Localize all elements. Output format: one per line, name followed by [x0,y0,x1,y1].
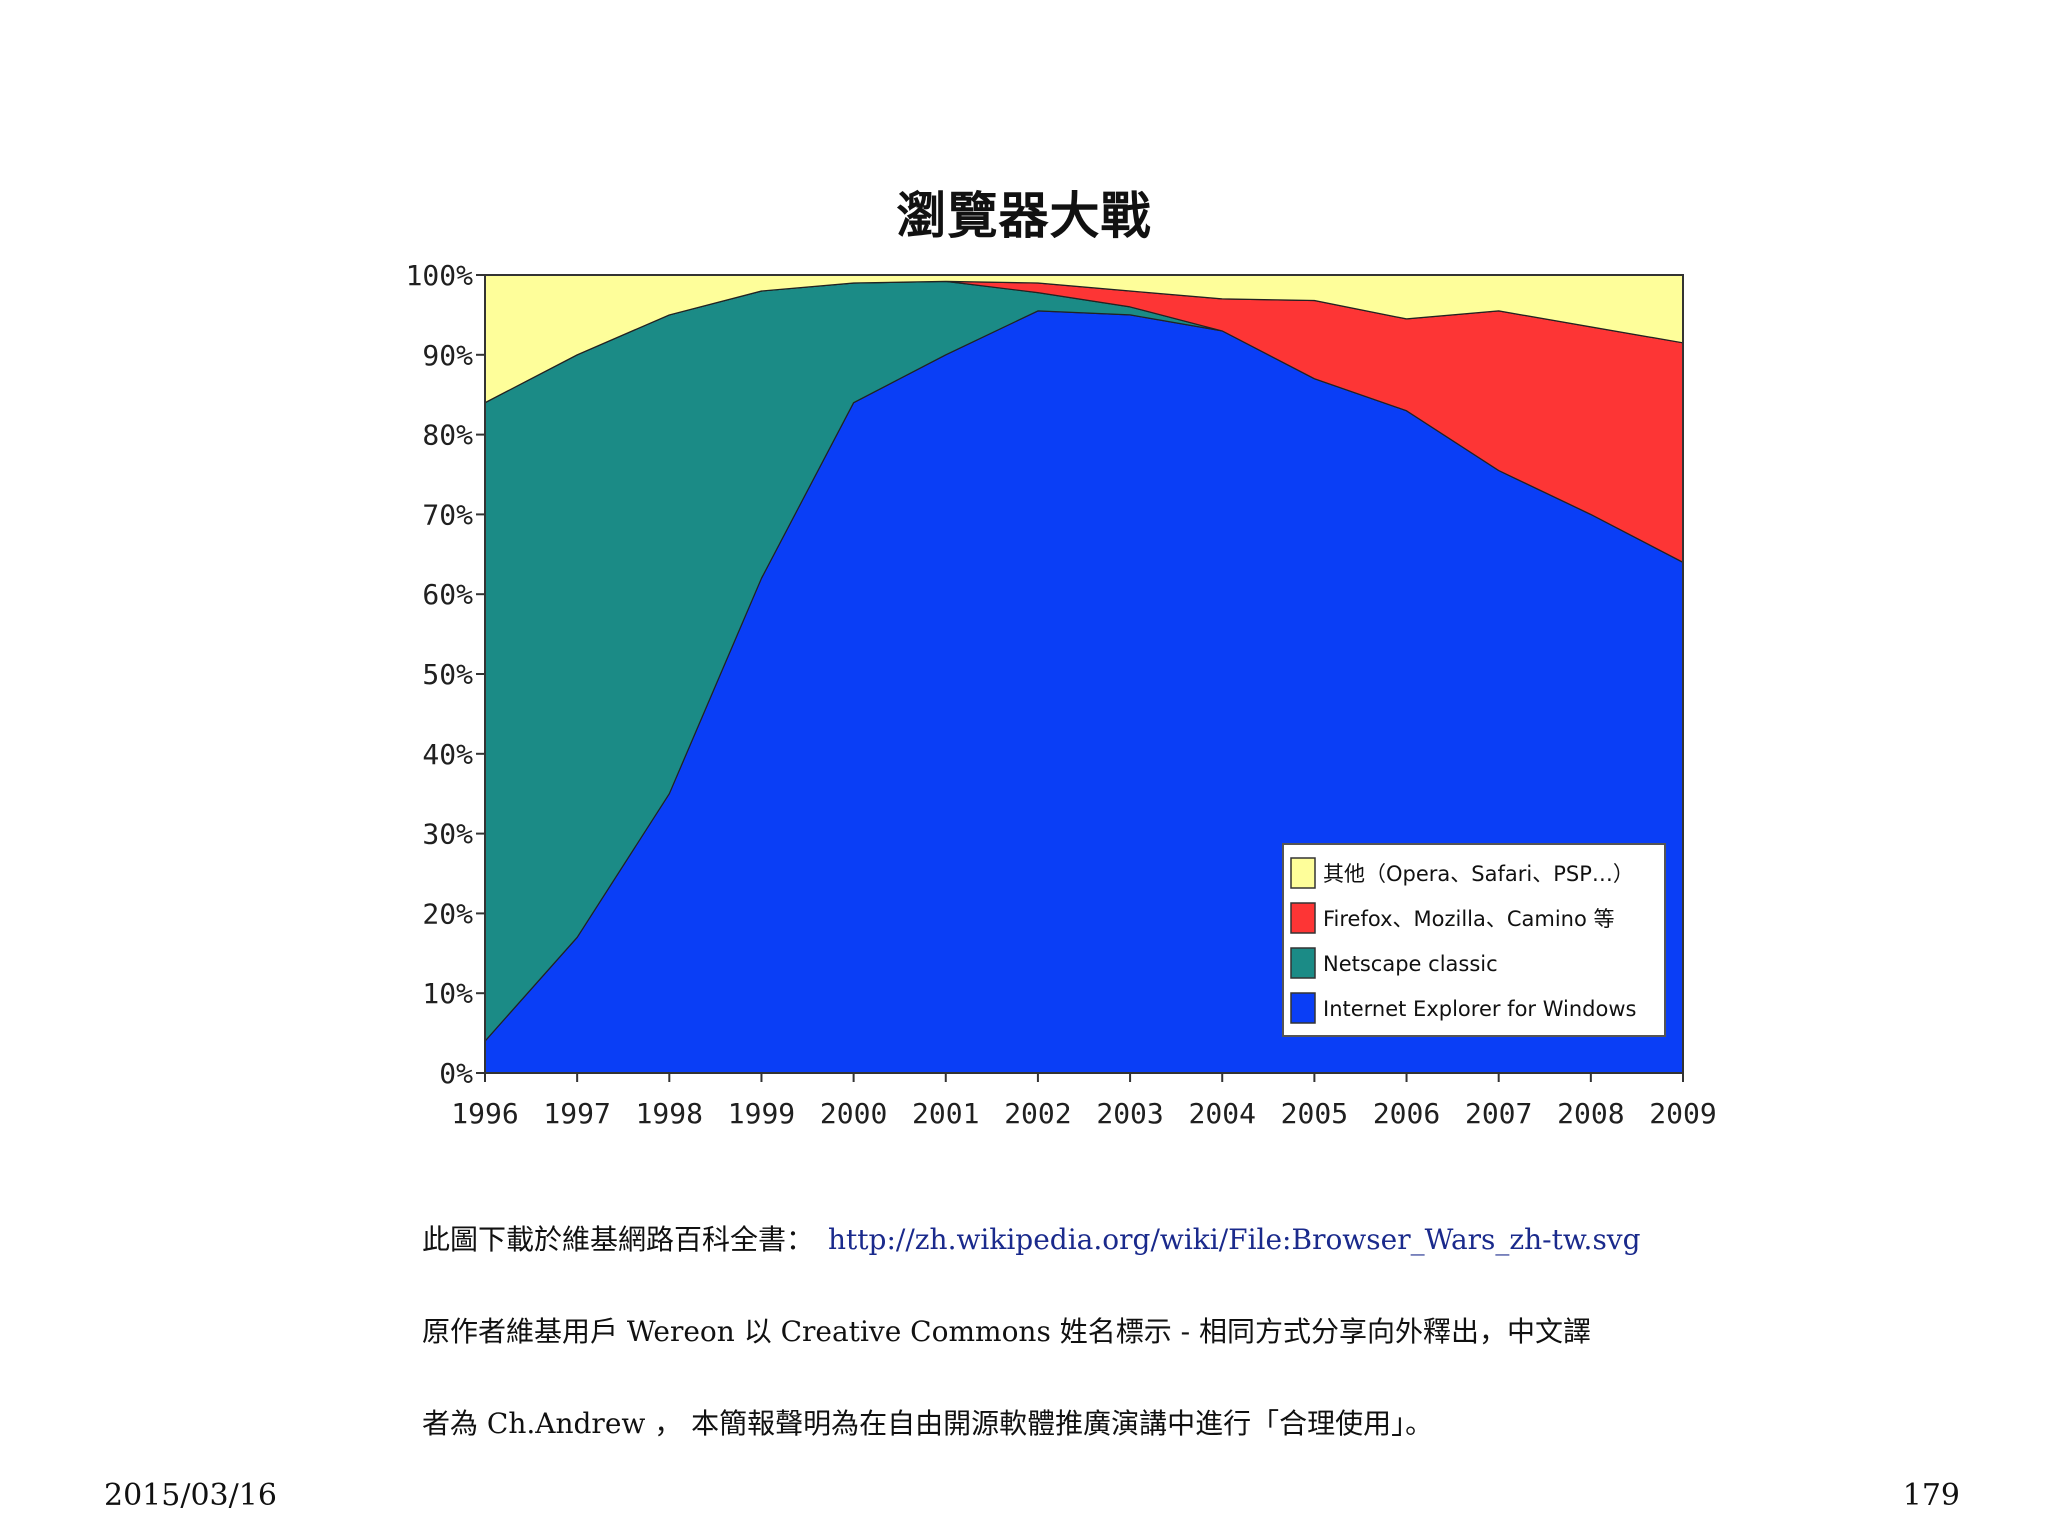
caption-source-line: 此圖下載於維基網路百科全書： http://zh.wikipedia.org/wi… [422,1218,1712,1258]
legend-swatch [1290,947,1316,979]
x-tick-label: 1997 [543,1097,610,1130]
chart-title: 瀏覽器大戰 [896,187,1152,245]
y-tick-label: 20% [422,897,473,930]
slide-date: 2015/03/16 [104,1478,277,1513]
caption-license-line: 原作者維基用戶 Wereon 以 Creative Commons 姓名標示 -… [422,1315,1591,1348]
legend-label: 其他（Opera、Safari、PSP…） [1323,862,1634,886]
y-tick-label: 10% [422,977,473,1010]
y-tick-label: 60% [422,578,473,611]
slide-page-number: 179 [1902,1478,1960,1513]
x-tick-label: 2008 [1557,1097,1624,1130]
y-tick-label: 90% [422,339,473,372]
legend: 其他（Opera、Safari、PSP…） Firefox、Mozilla、Cam… [1282,843,1666,1037]
x-tick-label: 2001 [912,1097,979,1130]
legend-label: Firefox、Mozilla、Camino 等 [1323,907,1615,931]
source-link[interactable]: http://zh.wikipedia.org/wiki/File:Browse… [828,1223,1641,1256]
y-axis: 0% 10% 20% 30% 40% 50% 60% 70% 80% 90% 100% [406,259,485,1090]
y-tick-label: 70% [422,498,473,531]
legend-swatch [1290,902,1316,934]
legend-box [1282,843,1666,1037]
x-tick-label: 1999 [728,1097,795,1130]
x-tick-label: 1996 [451,1097,518,1130]
legend-label: Internet Explorer for Windows [1323,997,1636,1021]
y-tick-label: 30% [422,818,473,851]
legend-label: Netscape classic [1323,952,1498,976]
y-tick-label: 50% [422,658,473,691]
y-tick-label: 100% [406,259,474,292]
legend-swatch [1290,857,1316,889]
chart-areas [484,274,1684,1074]
x-tick-label: 2006 [1373,1097,1440,1130]
legend-swatch [1290,992,1316,1024]
x-tick-label: 2002 [1004,1097,1071,1130]
x-tick-label: 1998 [636,1097,703,1130]
x-axis: 1996 1997 1998 1999 2000 2001 2002 2003 2004 2005… [451,1073,1717,1130]
caption-fair-use-line: 者為 Ch.Andrew ， 本簡報聲明為在自由開源軟體推廣演講中進行「合理使用… [422,1407,1434,1440]
caption-source-prefix: 此圖下載於維基網路百科全書： [422,1223,815,1256]
y-tick-label: 0% [439,1057,473,1090]
x-tick-label: 2000 [820,1097,887,1130]
x-tick-label: 2003 [1096,1097,1163,1130]
y-tick-label: 40% [422,738,473,771]
x-tick-label: 2009 [1649,1097,1716,1130]
y-tick-label: 80% [422,419,473,452]
x-tick-label: 2007 [1465,1097,1532,1130]
x-tick-label: 2005 [1281,1097,1348,1130]
x-tick-label: 2004 [1189,1097,1256,1130]
